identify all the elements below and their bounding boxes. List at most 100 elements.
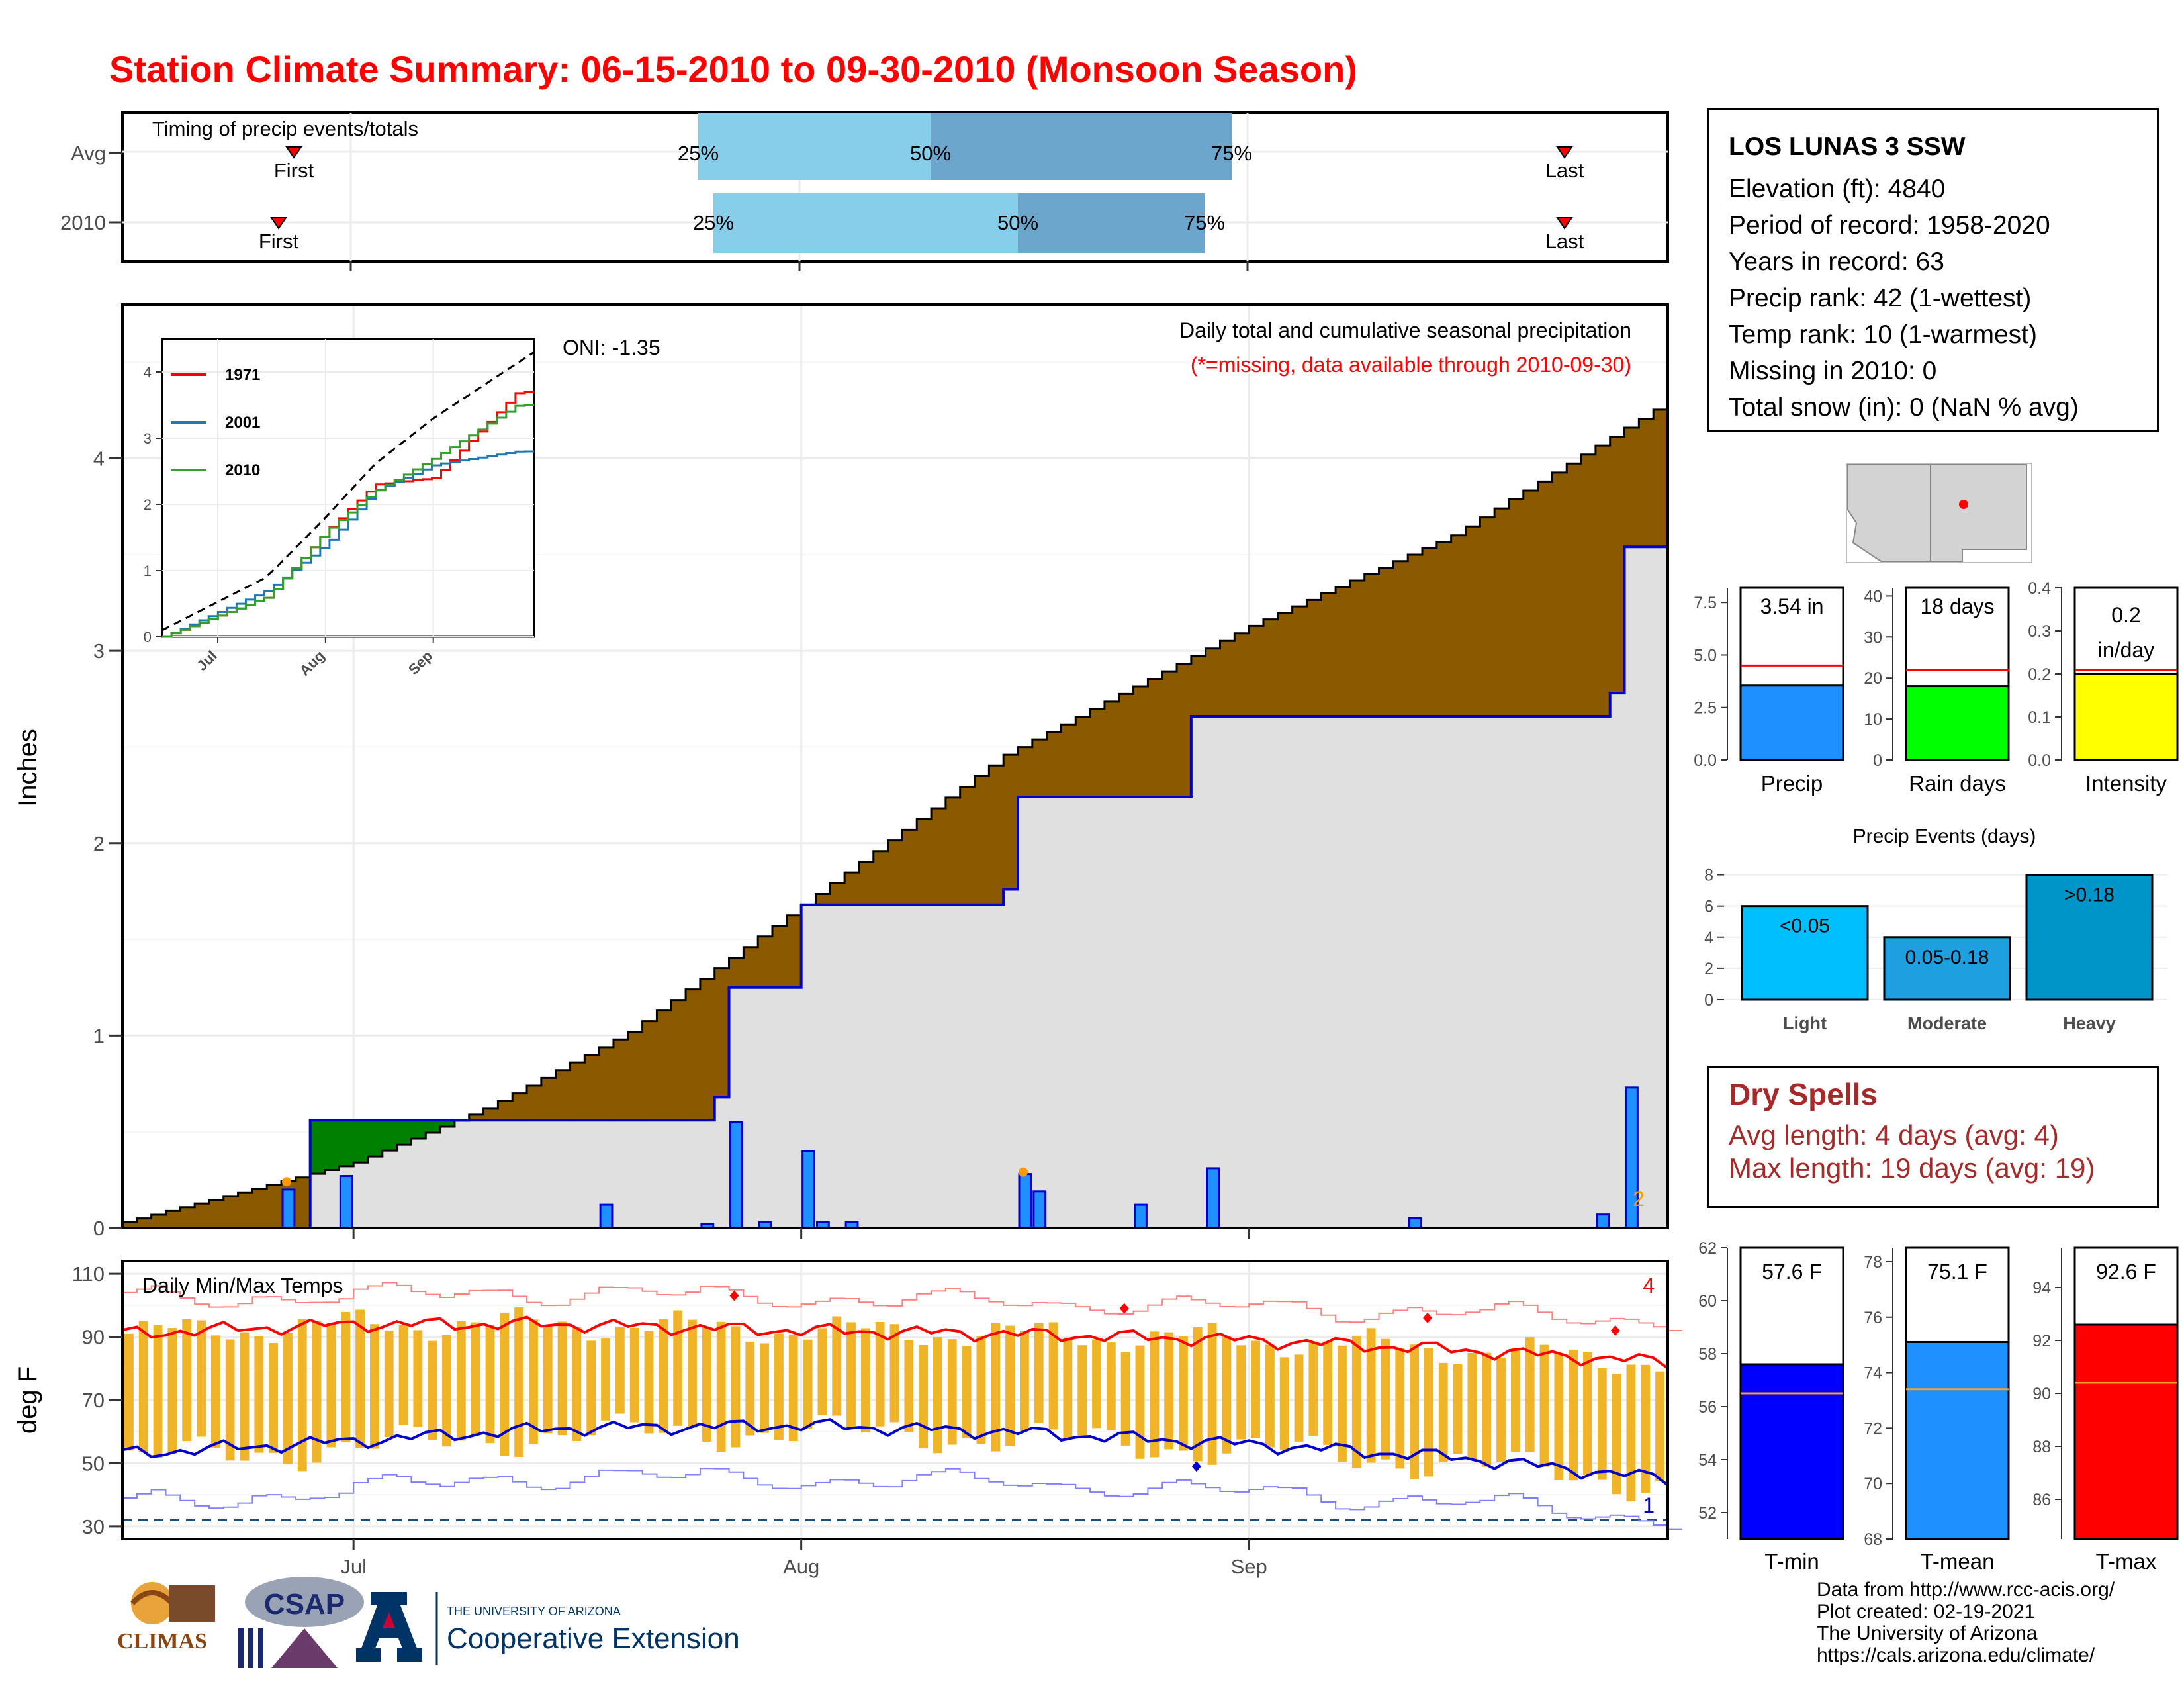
temp-daily-bar [1612, 1373, 1621, 1495]
temp-bar-0 [1739, 1363, 1844, 1540]
precip-deficit-cell [208, 1199, 224, 1228]
credit-university: The University of Arizona [1817, 1622, 2038, 1644]
temp-bar-ytick-label: 74 [1864, 1364, 1882, 1383]
temp-bar-charts: 57.6 F 62 60 58 56 54 52 T-min 75.1 F 78 76 74 72 70 6… [1698, 1239, 2179, 1573]
temp-bar-ytick-label: 90 [2032, 1385, 2051, 1403]
precip-deficit-cell [1336, 586, 1351, 716]
events-xlabel: Moderate [1907, 1013, 1987, 1033]
temp-daily-bar [673, 1310, 683, 1426]
precip-deficit-cell [295, 1177, 311, 1228]
precip-surplus-cell [367, 1120, 383, 1157]
precip-deficit-cell [252, 1188, 267, 1228]
temp-bar-xlabel: T-max [2096, 1549, 2157, 1573]
precip-deficit-cell [1508, 499, 1524, 716]
mini-bar-1 [1905, 685, 2010, 761]
temp-daily-bar [1323, 1341, 1333, 1445]
precip-deficit-cell [570, 1062, 585, 1121]
temp-daily-bar [615, 1327, 625, 1414]
inset-legend-label: 1971 [225, 366, 260, 384]
events-xlabel: Heavy [2063, 1013, 2116, 1033]
logo-strip: CLIMAS CSAP THE UNIVERSITY OF ARIZONA Co… [117, 1577, 740, 1668]
temp-bar-value-label: 92.6 F [2096, 1260, 2156, 1284]
temp-daily-bar [500, 1313, 510, 1456]
record-high-marker [729, 1290, 739, 1301]
inset-frame [161, 338, 535, 638]
events-ytick-label: 6 [1704, 898, 1713, 916]
temp-daily-bar [1424, 1348, 1433, 1477]
temp-bar-value-label: 57.6 F [1762, 1260, 1822, 1284]
temp-bar-1 [1905, 1340, 2010, 1540]
precip-deficit-cell [1595, 445, 1611, 716]
temp-daily-bar [1294, 1354, 1304, 1442]
precip-deficit-cell [887, 840, 903, 905]
temp-daily-bar [1092, 1339, 1101, 1429]
avg-q75-label: 75% [1211, 142, 1252, 165]
y2010-last-label: Last [1545, 230, 1584, 253]
temp-daily-bar [254, 1336, 264, 1453]
temp-daily-bar [774, 1333, 784, 1440]
precip-daily-bar [1596, 1213, 1610, 1229]
new-mexico-shape [1930, 464, 2027, 562]
inset-avg-line [161, 351, 535, 632]
station-period: Period of record: 1958-2020 [1729, 211, 2050, 240]
temp-daily-bar [1467, 1353, 1477, 1460]
temp-xtick-label: Sep [1231, 1555, 1267, 1578]
precip-deficit-cell [758, 936, 773, 988]
precip-deficit-cell [223, 1196, 239, 1228]
precip-ytick-label: 2 [93, 832, 105, 855]
timing-panel: Timing of precip events/totals Avg First… [60, 111, 1669, 271]
inset-legend-label: 2010 [225, 461, 260, 479]
precip-deficit-cell [1162, 671, 1177, 797]
precip-daily-bar [1032, 1190, 1047, 1229]
university-arizona-logo: THE UNIVERSITY OF ARIZONA Cooperative Ex… [356, 1592, 740, 1665]
temp-daily-bar [731, 1326, 741, 1448]
precip-deficit-cell [858, 861, 874, 905]
dry-spells-title: Dry Spells [1729, 1077, 1878, 1111]
temp-daily-bar [760, 1343, 770, 1433]
temp-bar-ytick-label: 76 [1864, 1309, 1882, 1327]
events-bar-label: >0.18 [2064, 884, 2115, 906]
mini-bar-ytick-label: 0.0 [1694, 751, 1717, 770]
temp-bar-ytick-label: 72 [1864, 1419, 1882, 1438]
precip-deficit-cell [1639, 418, 1654, 547]
station-snow: Total snow (in): 0 (NaN % avg) [1729, 393, 2079, 422]
precip-deficit-cell [1465, 526, 1480, 716]
dry-spells-max: Max length: 19 days (avg: 19) [1729, 1152, 2095, 1184]
temp-daily-bar [1510, 1348, 1520, 1452]
inset-ytick-label: 1 [144, 563, 152, 579]
precip-deficit-cell [1017, 747, 1033, 797]
temp-daily-bar [1077, 1345, 1087, 1436]
precip-events-title: Precip Events (days) [1853, 825, 2036, 847]
precip-events-chart: Precip Events (days) <0.05 Light 0.05-0.18… [1704, 825, 2167, 1033]
temp-daily-bar [788, 1335, 798, 1442]
precip-event-marker [282, 1177, 292, 1187]
temp-ytick-label: 110 [72, 1262, 105, 1286]
temp-daily-bar [1164, 1332, 1174, 1450]
temp-daily-bar [702, 1327, 711, 1442]
temp-daily-bar [1222, 1336, 1232, 1454]
precip-deficit-cell [714, 968, 730, 1098]
mini-bar-2 [2073, 673, 2179, 761]
precip-deficit-cell [512, 1093, 527, 1121]
record-high-marker [1423, 1312, 1433, 1323]
state-map [1846, 463, 2032, 563]
precip-ylabel: Inches [13, 729, 42, 807]
precip-ytick-label: 4 [93, 447, 105, 471]
temp-panel-label: Daily Min/Max Temps [142, 1274, 343, 1297]
mini-bar-ytick-label: 0.0 [2028, 751, 2051, 770]
temp-bar-ytick-label: 88 [2032, 1438, 2051, 1456]
temp-daily-bar [1569, 1349, 1578, 1481]
precip-deficit-cell [989, 765, 1004, 905]
credit-url: https://cals.arizona.edu/climate/ [1817, 1644, 2095, 1666]
y2010-q50-q75-bar [1018, 193, 1205, 253]
precip-daily-bar [1134, 1203, 1148, 1229]
precip-deficit-cell [686, 989, 701, 1121]
precip-daily-bar [729, 1121, 743, 1229]
oni-label: ONI: -1.35 [563, 336, 660, 359]
inset-legend-label: 2001 [225, 414, 260, 432]
precip-deficit-cell [238, 1192, 253, 1228]
precip-deficit-cell [527, 1085, 542, 1121]
temp-daily-bar [153, 1325, 163, 1459]
precip-deficit-cell [1133, 686, 1148, 797]
